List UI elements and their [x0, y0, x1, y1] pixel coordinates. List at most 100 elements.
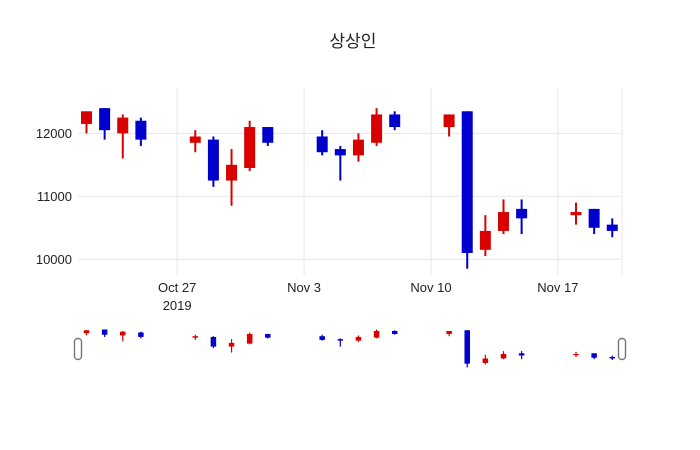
mini-candle	[355, 335, 362, 343]
mini-candle-body	[246, 333, 253, 344]
mini-candle-body	[518, 353, 525, 356]
mini-candle-body	[609, 356, 616, 359]
candle-body	[334, 149, 346, 156]
candle-body	[588, 208, 600, 228]
candle-body	[606, 224, 618, 231]
candles-layer	[81, 108, 618, 269]
candle	[117, 114, 129, 159]
chart-title: 상상인	[330, 32, 377, 51]
candle	[135, 117, 147, 146]
candle	[334, 145, 346, 181]
candle-body	[244, 127, 256, 168]
mini-candle-body	[265, 333, 271, 338]
candle	[352, 133, 364, 162]
mini-candle	[101, 329, 108, 337]
mini-candle	[210, 336, 217, 349]
mini-candle	[446, 330, 452, 337]
mini-candle	[83, 330, 90, 336]
candle	[99, 108, 111, 140]
mini-candle	[120, 330, 126, 342]
candle	[461, 111, 473, 269]
mini-candle-body	[192, 336, 199, 338]
candle-body	[207, 139, 219, 181]
candle-body	[371, 114, 383, 143]
candle-body	[262, 127, 274, 143]
mini-candle-body	[83, 330, 90, 334]
mini-candle	[246, 332, 253, 345]
candle-body	[516, 208, 528, 219]
x-axis-tick-sublabel: 2019	[163, 298, 192, 313]
candle	[316, 130, 328, 156]
candle-body	[352, 139, 364, 156]
candle	[588, 208, 600, 235]
candle-body	[189, 136, 201, 143]
mini-candle-body	[591, 353, 597, 358]
x-axis-tick-label: Nov 17	[537, 280, 578, 295]
candle	[81, 111, 92, 134]
candle	[244, 120, 256, 172]
mini-candle-body	[319, 336, 325, 340]
candle	[226, 149, 238, 206]
mini-candle-body	[210, 336, 217, 347]
mini-candle	[319, 334, 325, 341]
mini-candle-body	[446, 330, 452, 334]
mini-candle	[138, 331, 144, 339]
x-axis-tick-labels: Oct 27 2019 Nov 3 Nov 10 Nov 17	[158, 280, 578, 313]
candle-body	[479, 230, 491, 250]
mini-candle-body	[120, 331, 126, 336]
mini-candle-body	[138, 332, 144, 337]
candle-body	[117, 117, 129, 134]
mini-candle-body	[464, 330, 470, 364]
candle	[262, 127, 274, 146]
candle-body	[135, 120, 147, 140]
x-axis-tick-label: Oct 27	[158, 280, 196, 295]
mini-candle	[391, 330, 398, 335]
y-axis-tick-label: 12000	[36, 126, 72, 141]
y-axis-tick-label: 10000	[36, 252, 72, 267]
mini-candle	[192, 334, 199, 340]
candle-body	[570, 212, 582, 216]
mini-candle	[482, 354, 489, 365]
candle	[479, 215, 491, 257]
candle	[443, 114, 455, 137]
mini-candle	[464, 330, 470, 368]
mini-candle	[373, 329, 380, 339]
mini-candle	[573, 351, 579, 357]
candle-body	[389, 114, 401, 128]
candle	[497, 199, 509, 235]
mini-candle-body	[482, 358, 489, 363]
candle	[606, 218, 618, 238]
rangeslider-right-handle[interactable]	[617, 337, 627, 361]
mini-candle-body	[101, 329, 108, 335]
y-axis-tick-labels: 10000 11000 12000	[36, 126, 72, 267]
mini-candle	[500, 351, 507, 360]
rangeslider-track[interactable]	[78, 326, 622, 374]
candle	[371, 108, 383, 146]
mini-candle-body	[337, 339, 344, 341]
candle	[189, 130, 201, 153]
rangeslider[interactable]	[73, 326, 627, 374]
mini-candle	[265, 333, 271, 339]
candle-body	[226, 164, 238, 181]
candle-body	[99, 108, 111, 131]
mini-candle	[609, 355, 616, 360]
mini-candle	[228, 339, 235, 353]
candle	[389, 111, 401, 131]
x-axis-tick-label: Nov 10	[410, 280, 451, 295]
candle	[207, 136, 219, 187]
mini-candle	[337, 338, 344, 347]
x-axis-tick-label: Nov 3	[287, 280, 321, 295]
rangeslider-left-handle[interactable]	[73, 337, 83, 361]
mini-candle-body	[573, 354, 579, 356]
mini-candle	[591, 353, 597, 360]
candle	[570, 202, 582, 225]
mini-candle-body	[373, 330, 380, 338]
candle-body	[497, 212, 509, 231]
candle-body	[81, 111, 92, 124]
y-axis-tick-label: 11000	[37, 189, 72, 204]
mini-candle	[518, 351, 525, 360]
candle-body	[443, 114, 455, 128]
mini-candle-body	[500, 354, 507, 359]
